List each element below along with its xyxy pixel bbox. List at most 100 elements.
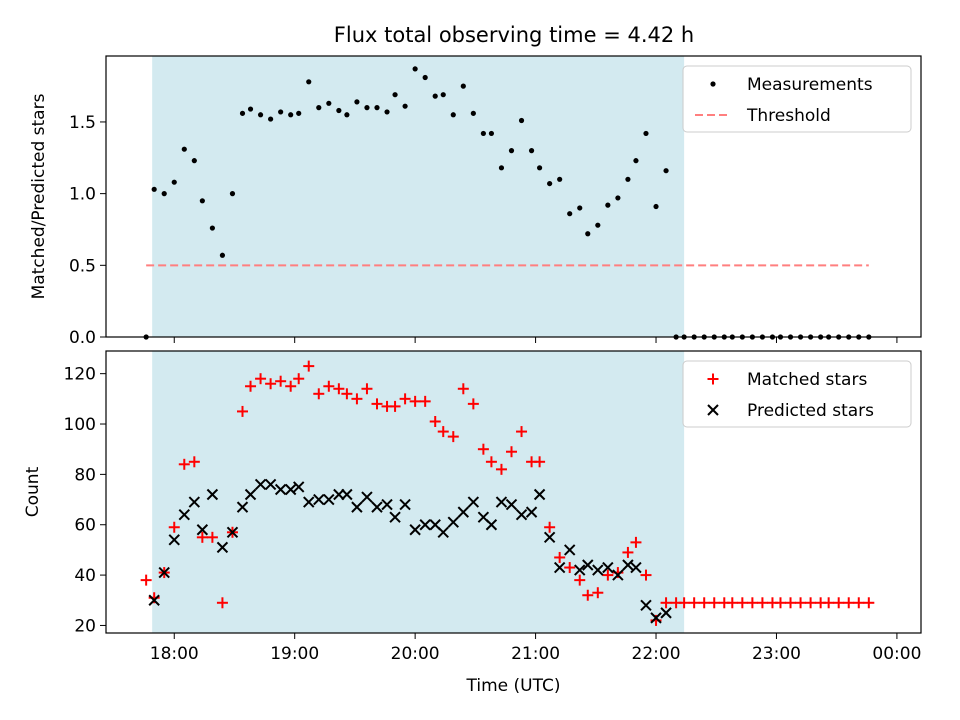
top-plot-frame xyxy=(105,55,922,338)
bottom-y-axis-label: Count xyxy=(23,466,43,517)
predicted-star-marker xyxy=(341,488,353,501)
matched-star-marker xyxy=(485,456,497,468)
measurement-point xyxy=(615,195,621,201)
figure-title: Flux total observing time = 4.42 h xyxy=(334,23,694,47)
measurement-point xyxy=(440,92,446,98)
y-tick-label: 0.5 xyxy=(69,256,96,276)
predicted-star-marker xyxy=(419,519,431,531)
matched-star-marker xyxy=(843,597,855,609)
measurement-point xyxy=(536,165,543,171)
y-tick-label: 20 xyxy=(74,616,96,636)
predicted-star-marker xyxy=(188,496,201,508)
matched-star-marker xyxy=(516,426,528,438)
measurement-point xyxy=(209,225,215,231)
predicted-star-marker xyxy=(361,491,373,503)
measurement-point xyxy=(663,168,669,174)
matched-star-marker xyxy=(457,383,469,395)
predicted-star-marker xyxy=(371,501,383,513)
measurement-point xyxy=(508,148,515,154)
matched-star-marker xyxy=(660,597,672,609)
legend-label: Threshold xyxy=(746,106,831,126)
measurement-point xyxy=(199,198,205,204)
measurement-point xyxy=(412,66,418,72)
matched-star-marker xyxy=(698,597,710,609)
measurement-point xyxy=(595,222,601,228)
y-tick-label: 100 xyxy=(64,415,96,435)
predicted-star-marker xyxy=(178,508,190,521)
matched-star-marker xyxy=(313,388,325,400)
matched-star-marker xyxy=(534,456,546,468)
legend-dot-marker xyxy=(710,81,716,87)
measurement-point xyxy=(161,191,167,197)
legend-box xyxy=(682,360,912,428)
matched-star-marker xyxy=(351,393,363,405)
measurement-point xyxy=(547,180,553,187)
predicted-star-marker xyxy=(409,524,421,536)
predicted-star-marker xyxy=(515,508,528,521)
matched-star-marker xyxy=(447,431,459,443)
predicted-star-marker xyxy=(505,498,518,511)
legend-plus-marker xyxy=(707,373,719,385)
predicted-star-marker xyxy=(196,524,209,536)
measurement-point xyxy=(528,148,535,154)
predicted-star-marker xyxy=(437,526,449,538)
predicted-star-marker xyxy=(293,481,305,493)
predicted-star-marker xyxy=(274,483,287,496)
matched-star-marker xyxy=(505,446,517,458)
measurement-point xyxy=(364,105,370,111)
predicted-star-marker xyxy=(216,541,229,554)
matched-star-marker xyxy=(853,597,865,609)
matched-star-marker xyxy=(554,551,566,563)
measurement-point xyxy=(643,130,649,137)
bottom-panel: 20 40 60 80 100 120 18:00 19:00 20:00 21:00 22:00 2… xyxy=(23,350,922,696)
predicted-star-marker xyxy=(592,564,604,576)
matched-star-marker xyxy=(622,546,634,558)
predicted-star-marker xyxy=(485,519,498,531)
measurement-point xyxy=(422,74,428,81)
predicted-star-marker xyxy=(630,561,642,574)
matched-star-marker xyxy=(399,393,411,405)
predicted-star-marker xyxy=(457,506,470,518)
matched-star-marker xyxy=(774,597,786,609)
predicted-star-marker xyxy=(399,498,411,511)
measurement-point xyxy=(488,130,495,137)
measurement-point xyxy=(181,146,187,152)
measurement-point xyxy=(191,158,197,164)
y-tick-label: 40 xyxy=(74,566,96,586)
x-tick-label: 22:00 xyxy=(632,644,681,664)
matched-star-marker xyxy=(477,443,489,455)
measurement-point xyxy=(171,179,177,185)
matched-star-marker xyxy=(678,597,690,609)
measurement-point xyxy=(567,211,573,217)
top-observing-window xyxy=(152,56,685,337)
matched-star-marker xyxy=(333,383,345,395)
matched-star-marker xyxy=(544,521,556,533)
predicted-star-marker xyxy=(226,526,239,538)
x-tick-label: 23:00 xyxy=(752,644,801,664)
matched-star-marker xyxy=(409,395,421,407)
y-tick-label: 1.5 xyxy=(69,113,96,133)
predicted-star-marker xyxy=(303,496,315,508)
matched-star-marker xyxy=(736,597,748,609)
predicted-star-marker xyxy=(582,559,594,571)
measurement-point xyxy=(498,165,505,171)
measurement-point xyxy=(247,106,254,112)
matched-star-marker xyxy=(361,383,373,395)
matched-star-marker xyxy=(285,380,297,392)
top-panel: 0.0 0.5 1.0 1.5 Matched/Predicted stars Mea… xyxy=(29,55,922,348)
legend-box xyxy=(682,65,912,133)
matched-star-marker xyxy=(293,373,305,385)
measurement-point xyxy=(480,130,486,137)
measurement-point xyxy=(392,92,398,98)
bottom-legend: Matched stars Predicted stars xyxy=(682,360,912,428)
predicted-star-marker xyxy=(148,594,160,606)
predicted-star-marker xyxy=(158,566,170,579)
matched-star-marker xyxy=(756,597,768,609)
measurement-point xyxy=(432,93,438,99)
measurement-point xyxy=(577,205,583,211)
predicted-star-marker xyxy=(650,612,662,624)
predicted-star-marker xyxy=(602,561,614,574)
predicted-star-marker xyxy=(264,478,277,491)
x-tick-label: 21:00 xyxy=(511,644,560,664)
matched-star-marker xyxy=(265,378,277,390)
